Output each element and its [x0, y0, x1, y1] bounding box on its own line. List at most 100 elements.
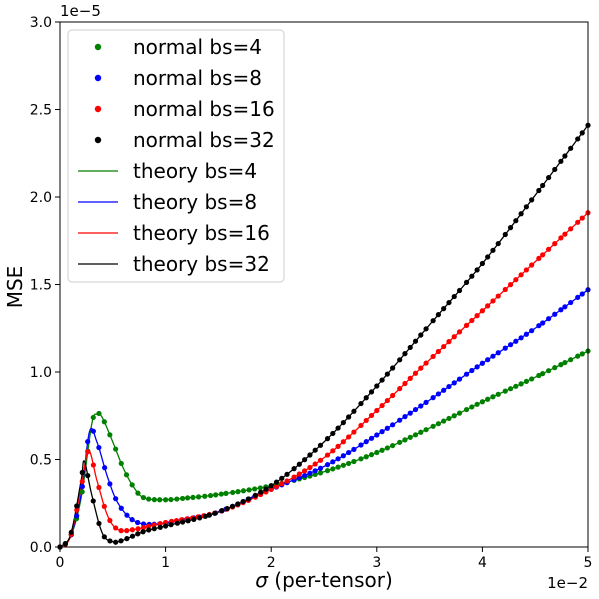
- data-point: [502, 345, 508, 351]
- data-point: [507, 225, 514, 231]
- axis-ticks: 0 1 2 3 4 5 0.0 0.5 1.0 1.5 2.0 2.5 3.0: [30, 15, 593, 571]
- series-markers-normal-bs-32: [57, 122, 591, 550]
- data-point: [518, 381, 524, 387]
- data-point: [135, 490, 141, 496]
- series-markers-normal-bs-4: [57, 348, 591, 550]
- data-point: [317, 442, 324, 448]
- series-line-theory-bs-8: [59, 289, 589, 548]
- data-point: [518, 335, 524, 341]
- data-point: [273, 483, 280, 490]
- data-point: [307, 452, 313, 458]
- data-point: [384, 445, 390, 451]
- data-point: [446, 383, 452, 390]
- data-point: [368, 389, 375, 395]
- x-axis-symbol: σ: [255, 568, 269, 592]
- data-point: [346, 434, 352, 440]
- data-point: [374, 449, 380, 456]
- data-point: [441, 343, 447, 350]
- data-point: [513, 218, 519, 224]
- data-point: [540, 320, 546, 326]
- x-axis-label: σ (per-tensor): [255, 568, 393, 592]
- data-point: [579, 130, 585, 136]
- data-point: [202, 493, 208, 499]
- data-point: [268, 483, 274, 489]
- data-point: [430, 395, 436, 401]
- data-point: [180, 519, 186, 525]
- data-point: [490, 394, 496, 400]
- data-point: [335, 456, 341, 462]
- data-point: [335, 443, 341, 449]
- data-point: [412, 370, 419, 376]
- data-point: [245, 496, 251, 502]
- data-point: [219, 508, 225, 514]
- data-point: [402, 437, 408, 443]
- data-point: [335, 464, 341, 470]
- series-layer: [57, 122, 591, 550]
- data-point: [146, 527, 152, 533]
- data-point: [246, 487, 252, 493]
- series-markers-normal-bs-8: [57, 287, 591, 550]
- legend-entry-theory-bs-4: theory bs=4: [78, 159, 257, 183]
- data-point: [324, 436, 331, 442]
- data-point: [575, 136, 581, 142]
- data-point: [368, 435, 375, 441]
- data-point: [495, 293, 501, 299]
- data-point: [340, 419, 346, 426]
- data-point: [502, 231, 508, 238]
- data-point: [124, 536, 130, 542]
- data-point: [96, 444, 102, 451]
- data-point: [469, 404, 475, 410]
- data-point: [351, 408, 357, 414]
- data-point: [502, 286, 508, 293]
- data-point: [435, 391, 441, 397]
- data-point: [291, 466, 297, 472]
- data-point: [446, 299, 452, 306]
- data-point: [479, 260, 485, 267]
- data-point: [579, 351, 585, 357]
- data-point: [463, 322, 470, 328]
- data-point: [518, 272, 524, 278]
- data-point: [552, 166, 558, 173]
- data-point: [324, 452, 331, 458]
- data-point: [197, 515, 203, 521]
- data-point: [474, 313, 480, 319]
- data-point: [79, 469, 85, 476]
- data-point: [412, 338, 419, 344]
- data-point: [302, 468, 308, 474]
- data-point: [456, 376, 463, 382]
- data-point: [118, 528, 124, 534]
- data-point: [229, 503, 236, 509]
- data-point: [423, 427, 429, 433]
- data-point: [101, 534, 107, 540]
- data-point: [129, 482, 135, 488]
- y-tick-label: 1.5: [30, 278, 52, 294]
- data-point: [507, 342, 514, 348]
- data-point: [402, 380, 408, 387]
- data-point: [469, 273, 475, 279]
- data-point: [546, 174, 552, 181]
- data-point: [257, 485, 263, 491]
- data-point: [79, 483, 85, 490]
- data-point: [485, 357, 491, 363]
- data-point: [384, 425, 390, 431]
- data-point: [363, 454, 369, 460]
- data-point: [451, 334, 457, 340]
- data-point: [441, 306, 447, 312]
- data-point: [568, 145, 574, 151]
- data-point: [495, 240, 501, 247]
- data-point: [558, 158, 564, 164]
- data-point: [62, 541, 69, 547]
- data-point: [252, 492, 258, 498]
- legend-marker: [94, 43, 102, 51]
- data-point: [529, 262, 535, 268]
- data-point: [546, 368, 552, 374]
- data-point: [252, 486, 258, 492]
- data-point: [418, 429, 424, 435]
- data-point: [107, 481, 113, 487]
- data-point: [430, 353, 436, 360]
- data-point: [118, 505, 124, 511]
- data-point: [74, 507, 80, 513]
- legend-marker: [94, 74, 102, 82]
- data-point: [513, 277, 519, 283]
- data-point: [562, 231, 568, 237]
